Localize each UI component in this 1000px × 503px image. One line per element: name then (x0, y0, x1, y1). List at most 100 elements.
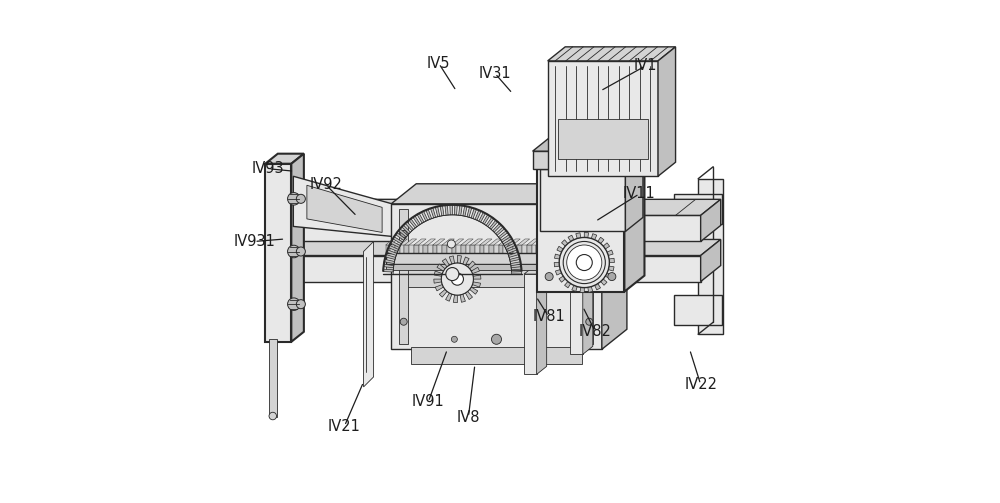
Polygon shape (587, 241, 590, 242)
Polygon shape (435, 285, 443, 291)
Polygon shape (536, 239, 549, 245)
Text: IV1: IV1 (634, 58, 657, 73)
Polygon shape (384, 264, 394, 268)
Polygon shape (494, 245, 499, 253)
Polygon shape (386, 245, 390, 253)
Polygon shape (596, 279, 598, 280)
Polygon shape (548, 61, 658, 176)
Polygon shape (468, 289, 470, 291)
Polygon shape (386, 239, 398, 245)
Circle shape (491, 334, 502, 344)
Polygon shape (404, 239, 417, 245)
Polygon shape (445, 205, 448, 215)
Text: IV11: IV11 (623, 186, 656, 201)
Polygon shape (405, 222, 414, 231)
FancyBboxPatch shape (558, 119, 648, 159)
Polygon shape (583, 239, 596, 245)
Polygon shape (454, 205, 457, 215)
Polygon shape (421, 211, 428, 221)
Polygon shape (604, 266, 614, 271)
Polygon shape (470, 239, 483, 245)
Polygon shape (603, 269, 604, 271)
Polygon shape (445, 267, 447, 269)
Polygon shape (408, 234, 409, 235)
Polygon shape (517, 239, 530, 245)
Polygon shape (471, 285, 472, 287)
Circle shape (447, 240, 455, 248)
Polygon shape (484, 245, 489, 253)
Circle shape (608, 162, 616, 170)
Polygon shape (405, 237, 406, 238)
Polygon shape (607, 245, 612, 253)
Polygon shape (524, 274, 537, 374)
Polygon shape (471, 267, 480, 274)
Polygon shape (443, 287, 445, 289)
Polygon shape (437, 245, 442, 253)
Polygon shape (570, 245, 573, 246)
Polygon shape (540, 169, 625, 231)
Polygon shape (446, 293, 452, 301)
FancyBboxPatch shape (698, 179, 723, 334)
Polygon shape (307, 185, 382, 232)
Polygon shape (499, 245, 503, 253)
Polygon shape (489, 239, 501, 245)
Polygon shape (461, 239, 473, 245)
Circle shape (441, 263, 473, 295)
Polygon shape (537, 135, 644, 151)
Polygon shape (580, 283, 584, 293)
FancyBboxPatch shape (401, 263, 592, 287)
Polygon shape (596, 237, 604, 246)
Polygon shape (602, 184, 627, 349)
Polygon shape (584, 232, 589, 241)
Polygon shape (565, 271, 567, 274)
Polygon shape (503, 239, 513, 245)
Text: IV82: IV82 (579, 324, 612, 339)
FancyBboxPatch shape (674, 295, 722, 325)
Polygon shape (505, 243, 515, 249)
Polygon shape (621, 239, 633, 245)
FancyBboxPatch shape (584, 209, 593, 344)
Polygon shape (574, 245, 579, 253)
Polygon shape (437, 264, 445, 271)
Polygon shape (472, 282, 481, 287)
Polygon shape (508, 245, 513, 253)
Text: IV22: IV22 (684, 377, 717, 392)
Polygon shape (593, 280, 601, 290)
Polygon shape (465, 291, 473, 299)
Polygon shape (414, 228, 415, 229)
Polygon shape (433, 239, 445, 245)
Polygon shape (479, 212, 486, 222)
Polygon shape (452, 239, 464, 245)
Circle shape (296, 247, 305, 256)
Polygon shape (576, 233, 581, 242)
Polygon shape (500, 238, 501, 240)
Polygon shape (567, 249, 568, 251)
Polygon shape (568, 235, 576, 245)
Polygon shape (565, 245, 569, 253)
Polygon shape (560, 245, 565, 253)
Polygon shape (468, 261, 475, 269)
Polygon shape (477, 220, 479, 221)
Polygon shape (434, 279, 442, 283)
Polygon shape (583, 245, 588, 253)
Polygon shape (546, 245, 550, 253)
Polygon shape (402, 225, 410, 234)
Polygon shape (491, 229, 493, 231)
Polygon shape (283, 256, 701, 282)
Polygon shape (590, 234, 597, 243)
Polygon shape (265, 154, 304, 163)
Polygon shape (447, 245, 452, 253)
Polygon shape (414, 245, 419, 253)
Polygon shape (400, 244, 401, 245)
Polygon shape (447, 291, 449, 293)
Polygon shape (465, 265, 468, 267)
Polygon shape (398, 229, 408, 237)
Polygon shape (626, 245, 630, 253)
Polygon shape (430, 208, 436, 218)
Polygon shape (470, 245, 475, 253)
Polygon shape (511, 272, 522, 274)
FancyBboxPatch shape (386, 264, 630, 270)
Circle shape (288, 298, 300, 310)
Text: IV31: IV31 (479, 66, 511, 81)
Polygon shape (283, 215, 701, 241)
